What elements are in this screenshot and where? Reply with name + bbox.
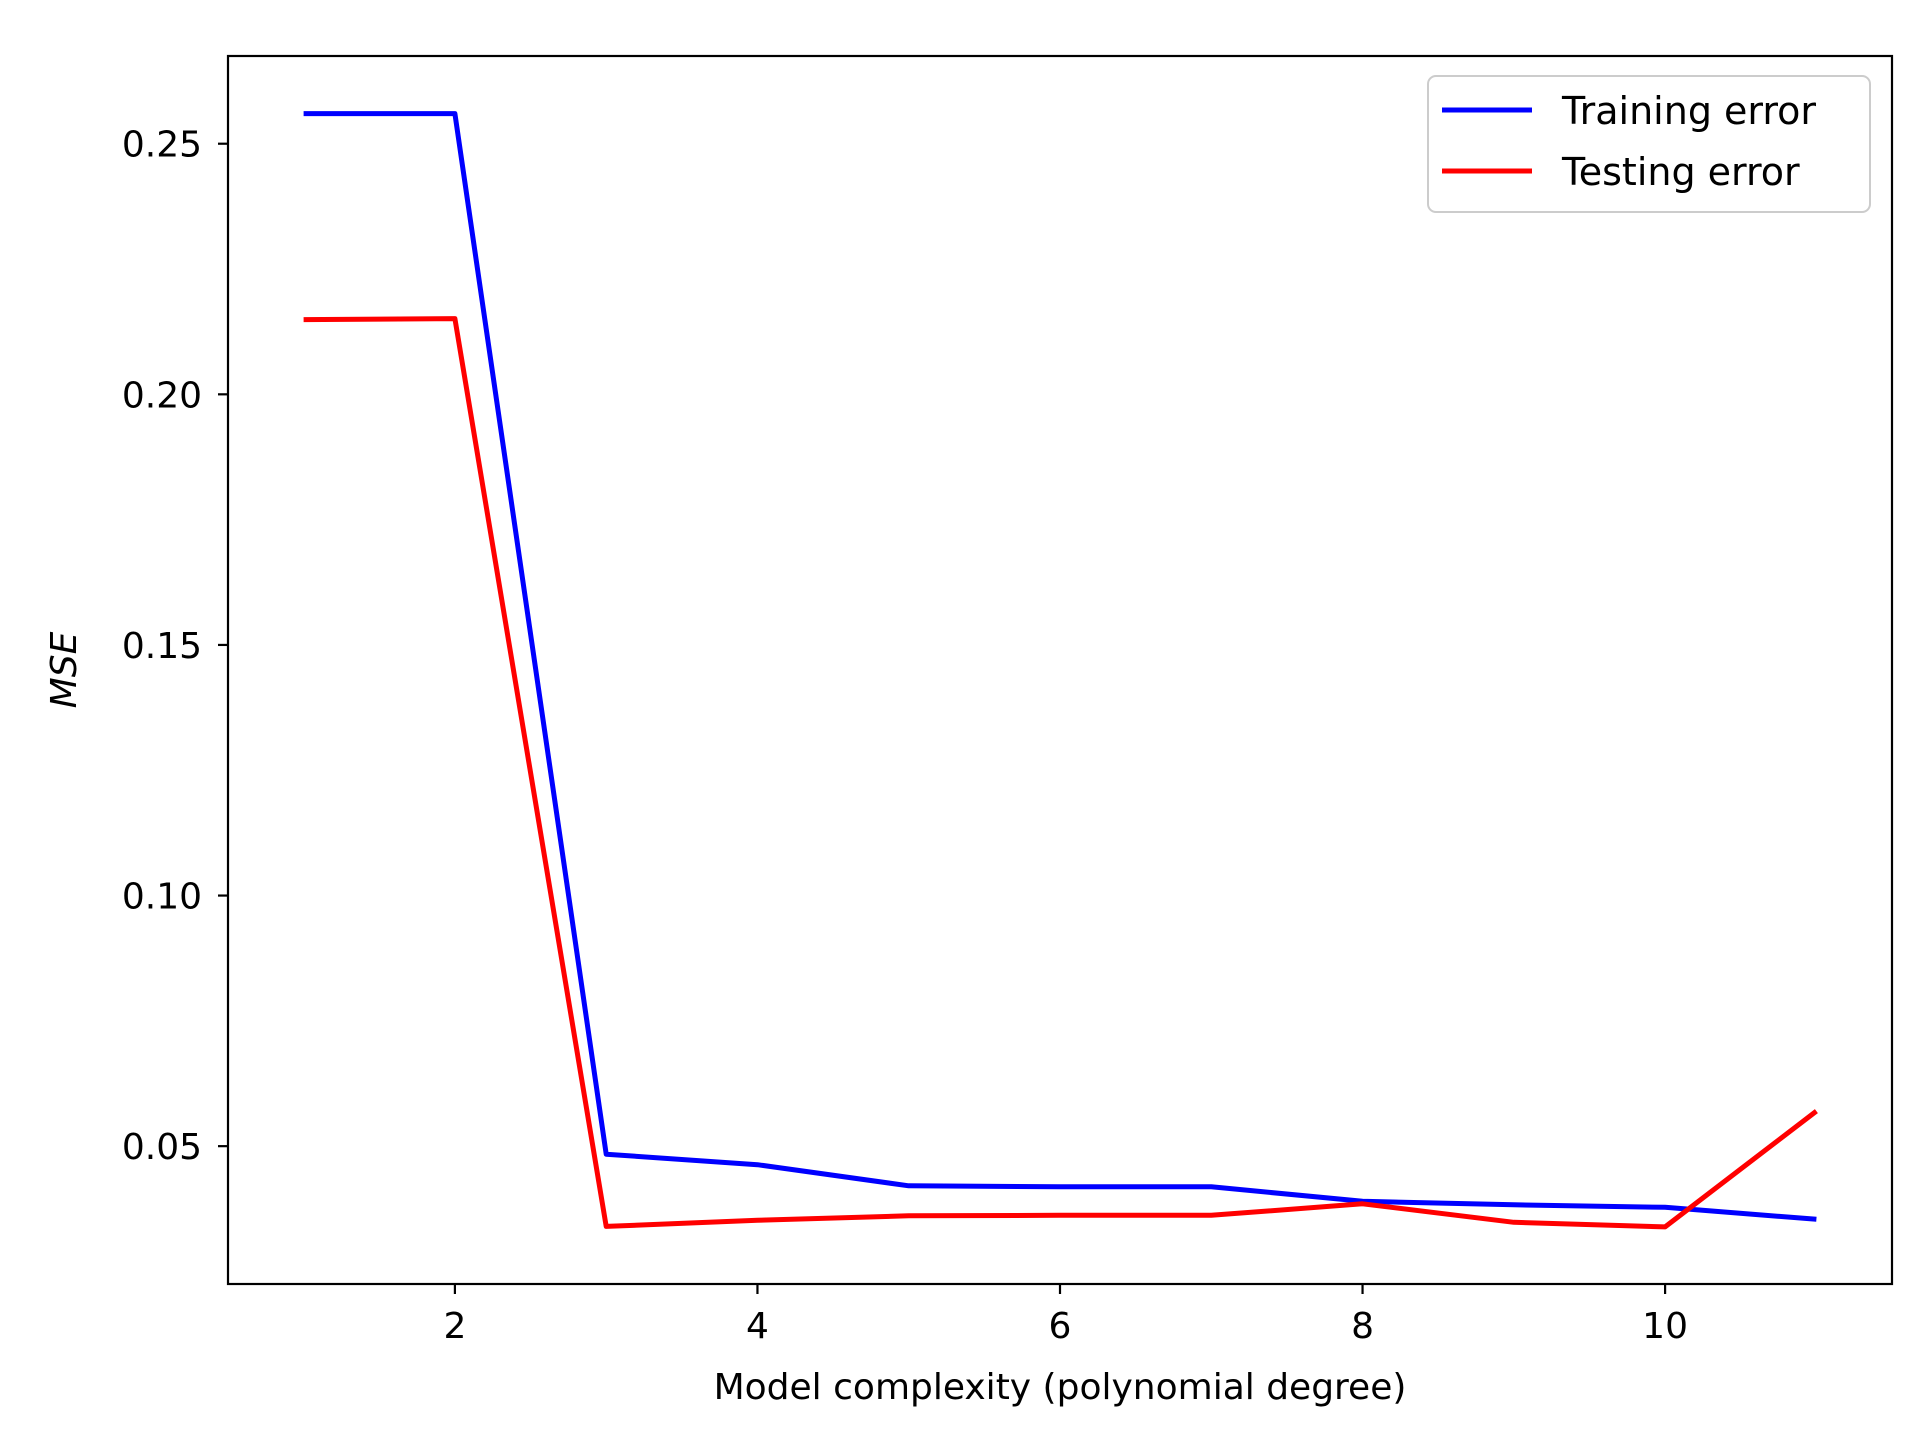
x-tick-label: 4	[746, 1306, 769, 1347]
legend: Training error Testing error	[1428, 76, 1870, 212]
y-tick-label: 0.15	[122, 626, 202, 667]
x-axis-label: Model complexity (polynomial degree)	[714, 1367, 1407, 1408]
y-tick-label: 0.05	[122, 1127, 202, 1168]
x-tick-label: 10	[1642, 1306, 1688, 1347]
y-tick-label: 0.20	[122, 375, 202, 416]
x-tick-label: 2	[443, 1306, 466, 1347]
legend-label-testing-error: Testing error	[1561, 150, 1800, 194]
y-axis-label: MSE	[44, 631, 85, 708]
x-tick-label: 8	[1351, 1306, 1374, 1347]
y-tick-label: 0.10	[122, 877, 202, 918]
x-tick-label: 6	[1049, 1306, 1072, 1347]
y-tick-label: 0.25	[122, 125, 202, 166]
legend-label-training-error: Training error	[1561, 89, 1816, 133]
